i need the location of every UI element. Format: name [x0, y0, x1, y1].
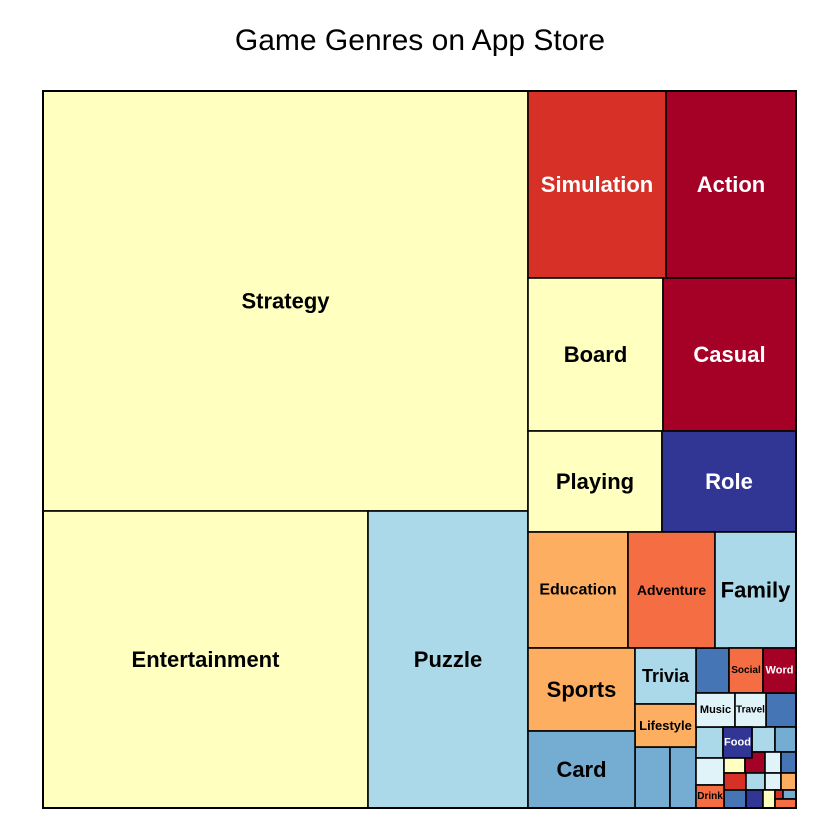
treemap-tile-playing: [527, 430, 663, 533]
treemap-tile-minor: [774, 726, 797, 753]
treemap-label-action: Action: [697, 172, 765, 197]
treemap-tile-card: [527, 730, 636, 809]
treemap-label-education: Education: [539, 582, 616, 599]
treemap-label-card: Card: [556, 757, 606, 782]
treemap-label-strategy: Strategy: [241, 289, 330, 314]
treemap-label-family: Family: [721, 578, 791, 603]
treemap-tile-adventure: [627, 531, 716, 649]
treemap-tile-minor: [723, 772, 747, 791]
treemap-label-food: Food: [724, 737, 751, 749]
treemap-tile-minor: [780, 751, 797, 774]
treemap-label-entertainment: Entertainment: [132, 647, 281, 672]
treemap-label-travel: Travel: [736, 705, 765, 716]
treemap-tile-minor: [765, 692, 797, 728]
treemap-tile-education: [527, 531, 629, 649]
treemap-label-drink: Drink: [697, 791, 723, 802]
treemap-tile-minor: [782, 789, 797, 800]
treemap-label-board: Board: [564, 342, 628, 367]
treemap-tile-minor: [774, 798, 797, 809]
treemap-tile-minor: [695, 647, 730, 694]
treemap-frame: [42, 90, 797, 809]
treemap-tile-minor: [751, 726, 776, 753]
treemap-label-simulation: Simulation: [541, 172, 653, 197]
treemap-tile-food: [722, 726, 753, 759]
treemap-tile-board: [527, 277, 664, 432]
treemap-tile-entertainment: [42, 510, 369, 809]
treemap-tile-trivia: [634, 647, 697, 705]
treemap-label-puzzle: Puzzle: [414, 647, 482, 672]
treemap-tile-minor: [764, 751, 782, 774]
treemap-label-lifestyle: Lifestyle: [639, 718, 692, 733]
treemap-tile-social: [728, 647, 764, 694]
treemap-tile-lifestyle: [634, 703, 697, 748]
treemap-tile-word: [762, 647, 797, 694]
treemap-tile-sports: [527, 647, 636, 732]
treemap-tile-minor: [634, 746, 671, 809]
treemap-label-music: Music: [700, 704, 731, 716]
chart-title: Game Genres on App Store: [234, 24, 606, 57]
treemap-tile-minor: [669, 746, 697, 809]
treemap-label-word: Word: [766, 665, 794, 677]
treemap-tile-minor: [723, 789, 747, 809]
treemap-tile-minor: [762, 789, 776, 809]
treemap-tile-minor: [780, 772, 797, 791]
treemap-tile-minor: [764, 772, 782, 791]
treemap-label-casual: Casual: [693, 342, 765, 367]
treemap-tile-minor: [745, 772, 766, 791]
treemap-label-playing: Playing: [556, 469, 634, 494]
treemap-label-role: Role: [705, 469, 753, 494]
treemap-tile-casual: [662, 277, 797, 432]
treemap-tile-minor: [745, 789, 764, 809]
treemap-tile-minor: [695, 726, 724, 759]
treemap-tile-minor: [774, 789, 784, 800]
treemap-label-social: Social: [731, 665, 761, 676]
treemap-tile-role: [661, 430, 797, 533]
treemap-tile-minor: [695, 757, 725, 786]
treemap-label-sports: Sports: [547, 677, 617, 702]
treemap-label-adventure: Adventure: [637, 582, 706, 598]
treemap-label-trivia: Trivia: [642, 666, 690, 686]
